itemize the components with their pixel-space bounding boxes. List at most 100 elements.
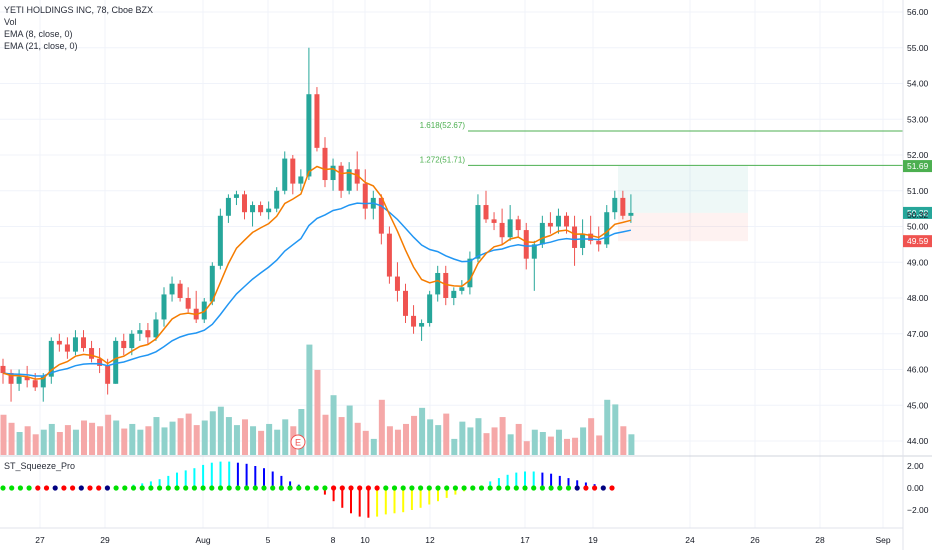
squeeze-dot: [217, 485, 224, 491]
time-tick: 26: [750, 535, 760, 545]
candle-body: [242, 194, 247, 213]
price-badge-label: 49.59: [907, 236, 929, 246]
squeeze-dot: [296, 485, 302, 491]
squeeze-dot: [565, 485, 572, 491]
price-tick: 54.00: [907, 79, 929, 89]
squeeze-dot: [43, 485, 50, 491]
time-tick: 24: [685, 535, 695, 545]
candle-body: [459, 287, 465, 291]
squeeze-dot: [174, 485, 180, 491]
volume-bar: [628, 434, 635, 455]
volume-bar: [24, 426, 31, 455]
candle-body: [499, 222, 505, 238]
candle-body: [217, 215, 223, 266]
squeeze-dot: [17, 485, 23, 491]
volume-bar: [346, 405, 353, 455]
squeeze-dot: [496, 485, 502, 491]
position-tool[interactable]: [618, 166, 748, 242]
candle-body: [258, 205, 264, 213]
price-tick: 46.00: [907, 365, 929, 375]
osc-tick: 0.00: [907, 483, 924, 493]
price-badge[interactable]: [903, 160, 932, 173]
squeeze-dot: [583, 485, 589, 491]
volume-bar: [539, 432, 546, 455]
volume-bar: [362, 430, 369, 455]
squeeze-dot: [261, 485, 267, 491]
oscillator-axis[interactable]: 2.00 0.00 −2.00: [907, 461, 929, 515]
volume-bar: [105, 414, 112, 455]
squeeze-dot: [270, 485, 276, 491]
volume-bar: [169, 421, 176, 455]
time-tick: 12: [425, 535, 435, 545]
position-loss-zone[interactable]: [618, 212, 748, 242]
squeeze-dot: [478, 485, 485, 491]
volume-bar: [499, 417, 506, 455]
volume-bar: [201, 420, 208, 455]
volume-bar: [8, 422, 15, 455]
price-badge[interactable]: [903, 235, 932, 248]
indicator-label[interactable]: ST_Squeeze_Pro: [4, 461, 76, 471]
fib-label: 1.618(52.67): [420, 121, 466, 130]
squeeze-dot: [461, 485, 467, 491]
candle-body: [564, 215, 569, 227]
squeeze-dot: [400, 485, 406, 491]
squeeze-dot: [191, 485, 197, 491]
osc-tick: 2.00: [907, 461, 924, 471]
volume-bar: [378, 399, 385, 455]
time-tick: 19: [588, 535, 598, 545]
candle-body: [266, 208, 272, 213]
legend-ema8[interactable]: EMA (8, close, 0): [4, 29, 73, 39]
squeeze-dot: [252, 485, 258, 491]
squeeze-dot: [244, 485, 250, 491]
squeeze-dot: [592, 485, 598, 491]
earnings-circle[interactable]: [290, 434, 306, 450]
price-badge-label: 51.69: [907, 161, 929, 171]
position-profit-zone[interactable]: [618, 166, 748, 213]
squeeze-dot: [122, 485, 128, 491]
candle-body: [161, 294, 167, 320]
price-tick: 55.00: [907, 43, 929, 53]
legend-volume[interactable]: Vol: [4, 17, 17, 27]
candle-body: [596, 240, 602, 245]
price-badge-label: 50.38: [907, 208, 929, 218]
candle-body: [539, 222, 545, 245]
volume-bar: [161, 427, 168, 455]
price-axis[interactable]: 56.00 55.00 54.00 53.00 52.00 51.00 50.00 49.00…: [903, 7, 932, 446]
squeeze-dot: [452, 485, 458, 491]
candle-body: [515, 219, 521, 231]
volume-bar: [177, 418, 184, 455]
volume-bar: [564, 438, 570, 455]
volume-bar: [64, 425, 71, 455]
candle-body: [338, 165, 344, 191]
fib-levels[interactable]: 1.618(52.67) 1.272(51.71): [420, 121, 903, 166]
volume-bar: [298, 409, 305, 455]
time-axis[interactable]: 27 29 Aug 5 8 10 12 17 19 24 26 28 Sep: [35, 535, 891, 545]
volume-bar: [572, 437, 579, 455]
volume-bar: [258, 430, 265, 455]
volume-bar: [588, 418, 595, 455]
volume-bar: [475, 418, 482, 455]
volume-bar: [209, 411, 216, 455]
volume-bar: [113, 420, 120, 455]
candle-body: [451, 290, 457, 298]
candle-body: [16, 376, 22, 384]
earnings-marker[interactable]: E: [290, 434, 306, 450]
volume-bar: [354, 422, 361, 455]
candle-body: [72, 337, 78, 352]
volume-bar: [274, 429, 281, 455]
squeeze-dot: [557, 485, 563, 491]
price-badge[interactable]: [903, 206, 932, 219]
squeeze-dot: [304, 485, 311, 491]
legend-ema21[interactable]: EMA (21, close, 0): [4, 41, 78, 51]
candle-body: [628, 212, 634, 216]
time-tick: 28: [815, 535, 825, 545]
candle-body: [555, 215, 561, 227]
squeeze-dot: [70, 485, 76, 491]
ema8-line: [2, 165, 632, 380]
squeeze-dot: [157, 485, 163, 491]
candle-body: [523, 230, 529, 259]
candle-body: [483, 205, 489, 220]
symbol-title[interactable]: YETI HOLDINGS INC, 78, Cboe BZX: [4, 5, 154, 15]
squeeze-dot: [200, 485, 206, 491]
